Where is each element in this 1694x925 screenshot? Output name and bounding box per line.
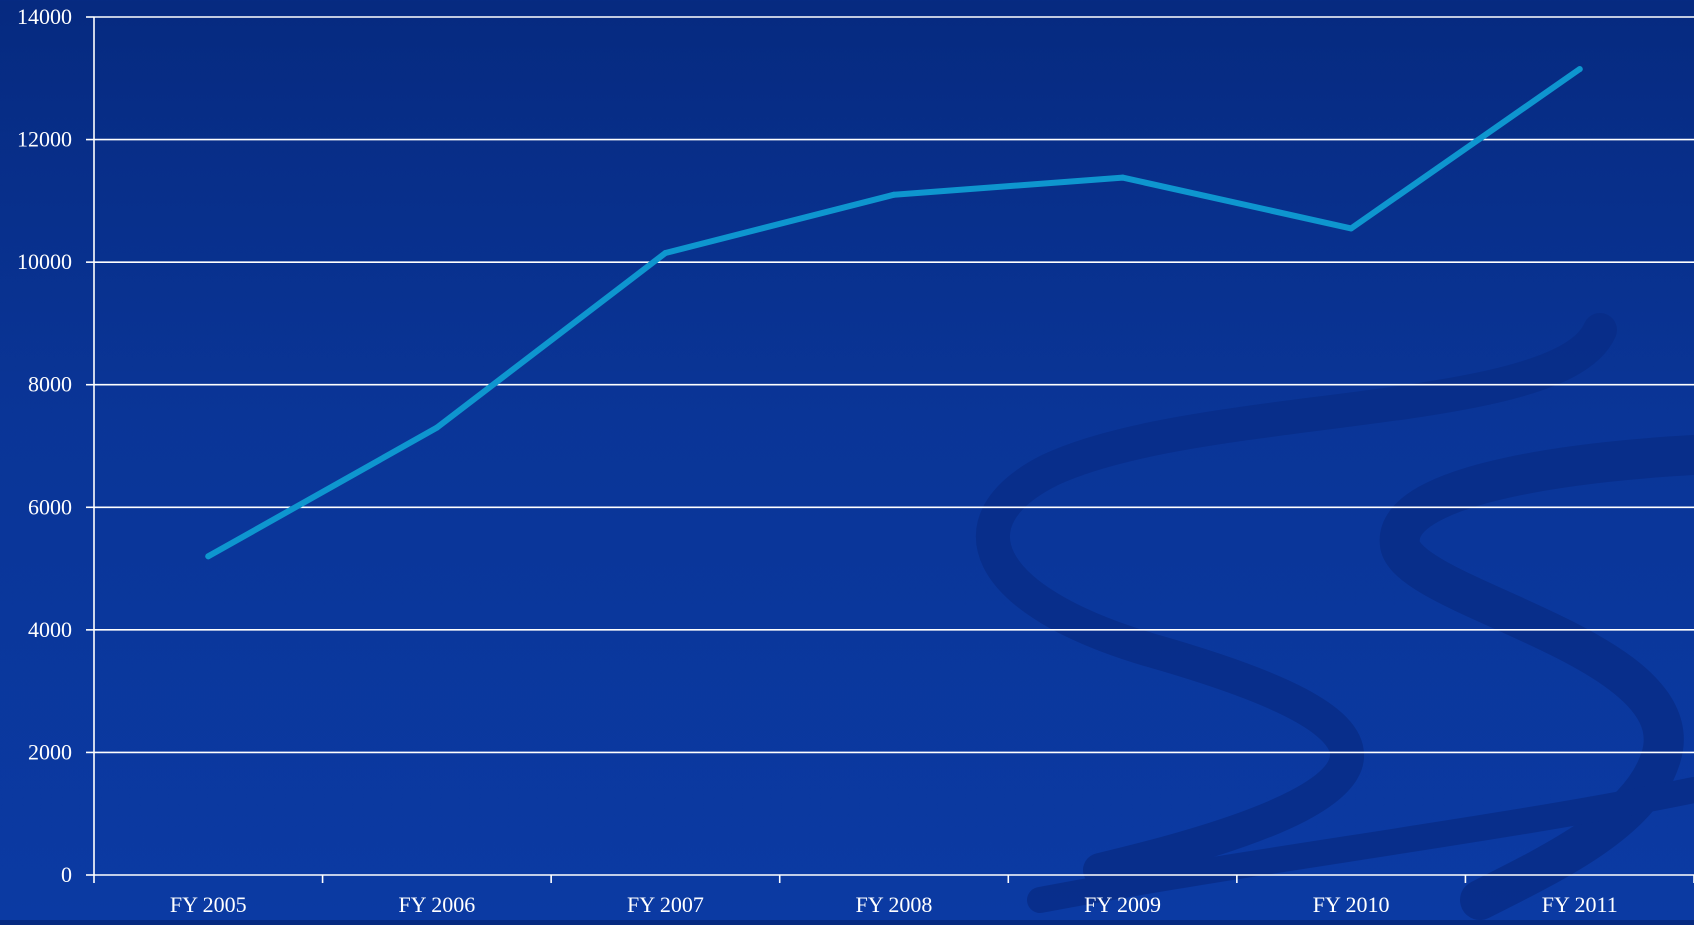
data-point bbox=[1119, 174, 1126, 181]
y-tick-labels: 0 2000 4000 6000 8000 10000 12000 14000 bbox=[17, 4, 72, 887]
data-point bbox=[1576, 66, 1583, 73]
series-line bbox=[205, 66, 1583, 560]
gridlines bbox=[94, 16, 1694, 754]
swirl-stroke-1 bbox=[976, 313, 1617, 887]
y-tick-label: 4000 bbox=[28, 617, 72, 642]
y-tick-label: 6000 bbox=[28, 494, 72, 519]
data-point bbox=[891, 191, 897, 198]
swirl-stroke-3 bbox=[1027, 777, 1694, 913]
x-tick-label: FY 2008 bbox=[856, 892, 933, 917]
data-point bbox=[433, 424, 440, 431]
series bbox=[205, 66, 1583, 560]
y-tick-label: 0 bbox=[61, 862, 72, 887]
x-tick-label: FY 2007 bbox=[627, 892, 704, 917]
x-tick-labels: FY 2005 FY 2006 FY 2007 FY 2008 FY 2009 FY 20… bbox=[170, 892, 1618, 917]
x-tick-label: FY 2011 bbox=[1542, 892, 1618, 917]
y-tick-label: 2000 bbox=[28, 739, 72, 764]
y-tick-label: 14000 bbox=[17, 4, 72, 29]
y-tick-label: 8000 bbox=[28, 372, 72, 397]
data-point bbox=[1348, 225, 1355, 232]
x-tick-label: FY 2006 bbox=[398, 892, 475, 917]
x-tick-label: FY 2009 bbox=[1084, 892, 1161, 917]
y-tick-label: 12000 bbox=[17, 127, 72, 152]
background-swirl-decoration bbox=[976, 313, 1694, 920]
data-point bbox=[205, 553, 212, 560]
data-point bbox=[662, 249, 669, 256]
x-tick-label: FY 2005 bbox=[170, 892, 247, 917]
y-tick-label: 10000 bbox=[17, 249, 72, 274]
axes bbox=[86, 16, 1694, 883]
swirl-stroke-2 bbox=[1379, 435, 1694, 920]
x-tick-label: FY 2010 bbox=[1313, 892, 1390, 917]
